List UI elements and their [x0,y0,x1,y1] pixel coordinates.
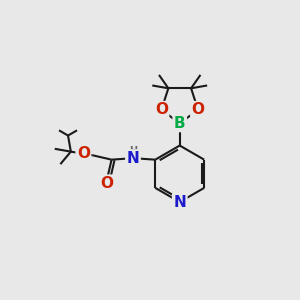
Text: O: O [192,102,205,117]
Text: O: O [155,102,168,117]
Text: O: O [77,146,90,161]
Text: B: B [174,116,185,131]
Text: O: O [100,176,114,191]
Text: N: N [173,194,186,209]
Text: H: H [129,146,137,156]
Text: N: N [127,151,140,166]
